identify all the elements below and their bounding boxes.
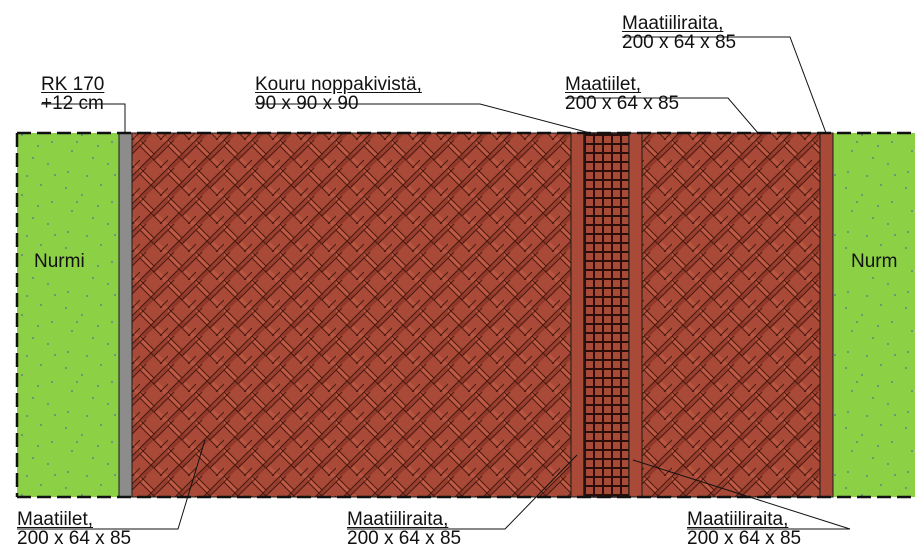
label-rk170-line1: RK 170 xyxy=(41,74,105,95)
label-rk170: RK 170 +12 cm xyxy=(41,75,104,113)
label-maatiiliraita-top-line1: Maatiiliraita, xyxy=(622,13,724,34)
leader-lines xyxy=(17,36,851,530)
brick-field-left xyxy=(131,132,572,498)
brick-stripe-right xyxy=(628,132,643,498)
label-maatiilet-top-line2: 200 x 64 x 85 xyxy=(565,93,680,114)
label-maatiiliraita-bottom-right-line1: Maatiiliraita, xyxy=(687,509,789,530)
brick-stripe-left xyxy=(570,132,585,498)
label-maatiiliraita-bottom-mid-line2: 200 x 64 x 85 xyxy=(347,528,462,549)
label-maatiiliraita-top: Maatiiliraita, 200 x 64 x 85 xyxy=(622,14,736,52)
label-maatiilet-bottom-line2: 200 x 64 x 85 xyxy=(17,528,132,549)
label-maatiilet-bottom: Maatiilet, 200 x 64 x 85 xyxy=(17,510,131,548)
label-maatiiliraita-top-line2: 200 x 64 x 85 xyxy=(622,32,737,53)
curb-rk170 xyxy=(118,132,133,498)
label-kouru-line2: 90 x 90 x 90 xyxy=(255,93,359,114)
label-nurmi-right: Nurm xyxy=(851,251,898,272)
gutter-cobblestones xyxy=(583,132,630,498)
label-maatiilet-top-line1: Maatiilet, xyxy=(565,74,642,95)
grass-right xyxy=(833,133,915,497)
grass-left xyxy=(17,133,119,497)
label-maatiiliraita-bottom-mid-line1: Maatiiliraita, xyxy=(347,509,449,530)
label-maatiiliraita-bottom-right: Maatiiliraita, 200 x 64 x 85 xyxy=(687,510,801,548)
brick-stripe-edge xyxy=(819,132,834,498)
brick-field-right xyxy=(641,132,821,498)
label-maatiilet-bottom-line1: Maatiilet, xyxy=(17,509,94,530)
label-nurmi-left: Nurmi xyxy=(34,251,85,272)
label-maatiiliraita-bottom-mid: Maatiiliraita, 200 x 64 x 85 xyxy=(347,510,461,548)
label-maatiilet-top: Maatiilet, 200 x 64 x 85 xyxy=(565,75,679,113)
label-maatiiliraita-bottom-right-line2: 200 x 64 x 85 xyxy=(687,528,802,549)
label-rk170-line2: +12 cm xyxy=(41,93,104,114)
label-kouru: Kouru noppakivistä, 90 x 90 x 90 xyxy=(255,75,422,113)
label-kouru-line1: Kouru noppakivistä, xyxy=(255,74,422,95)
